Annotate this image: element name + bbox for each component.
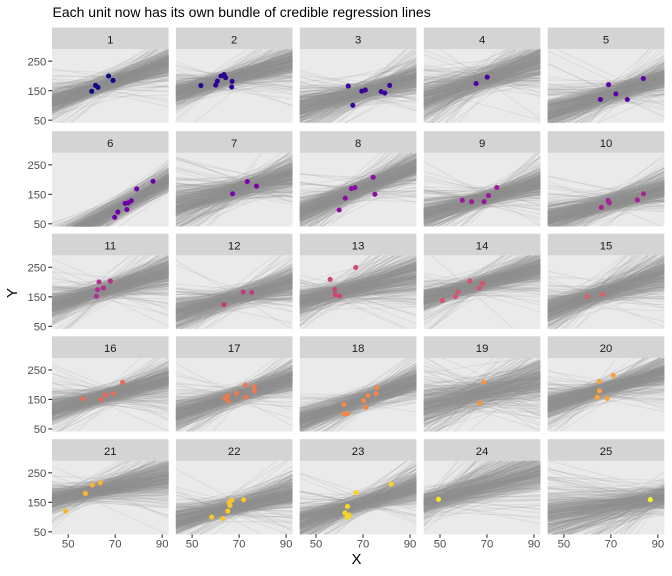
svg-text:50: 50	[34, 527, 47, 539]
svg-text:250: 250	[27, 160, 46, 172]
svg-text:4: 4	[479, 34, 485, 46]
svg-text:90: 90	[652, 538, 665, 550]
svg-text:21: 21	[104, 446, 117, 458]
svg-text:15: 15	[600, 240, 613, 252]
svg-text:3: 3	[355, 34, 361, 46]
svg-text:70: 70	[605, 538, 618, 550]
svg-text:12: 12	[228, 240, 241, 252]
svg-text:70: 70	[481, 538, 494, 550]
svg-text:Each unit now has its own bund: Each unit now has its own bundle of cred…	[53, 4, 431, 20]
svg-text:50: 50	[434, 538, 447, 550]
svg-text:250: 250	[27, 365, 46, 377]
svg-text:250: 250	[27, 468, 46, 480]
svg-text:X: X	[351, 551, 361, 568]
svg-text:150: 150	[27, 497, 46, 509]
svg-text:19: 19	[476, 343, 489, 355]
svg-text:250: 250	[27, 262, 46, 274]
svg-text:22: 22	[228, 446, 241, 458]
svg-text:150: 150	[27, 395, 46, 407]
svg-text:2: 2	[231, 34, 237, 46]
svg-text:50: 50	[34, 321, 47, 333]
svg-text:25: 25	[600, 446, 613, 458]
svg-text:23: 23	[352, 446, 365, 458]
svg-text:20: 20	[600, 343, 613, 355]
svg-text:11: 11	[104, 240, 116, 252]
svg-text:24: 24	[476, 446, 489, 458]
svg-text:70: 70	[109, 538, 122, 550]
svg-text:13: 13	[352, 240, 365, 252]
svg-text:7: 7	[231, 138, 237, 150]
svg-text:250: 250	[27, 56, 46, 68]
svg-text:8: 8	[355, 138, 361, 150]
svg-text:50: 50	[34, 115, 47, 127]
svg-text:150: 150	[27, 189, 46, 201]
svg-text:50: 50	[34, 424, 47, 436]
svg-text:90: 90	[404, 538, 417, 550]
svg-text:18: 18	[352, 343, 365, 355]
svg-text:1: 1	[107, 34, 113, 46]
svg-text:14: 14	[476, 240, 489, 252]
svg-text:90: 90	[528, 538, 541, 550]
svg-text:50: 50	[186, 538, 199, 550]
svg-text:5: 5	[603, 34, 609, 46]
svg-text:Y: Y	[4, 288, 21, 298]
svg-text:16: 16	[104, 343, 117, 355]
svg-text:50: 50	[310, 538, 323, 550]
svg-text:9: 9	[479, 138, 485, 150]
svg-text:150: 150	[27, 86, 46, 98]
svg-text:90: 90	[156, 538, 169, 550]
svg-text:70: 70	[357, 538, 370, 550]
svg-text:150: 150	[27, 292, 46, 304]
svg-text:50: 50	[62, 538, 75, 550]
svg-text:17: 17	[228, 343, 241, 355]
svg-text:50: 50	[34, 219, 47, 231]
svg-text:50: 50	[558, 538, 571, 550]
svg-text:70: 70	[233, 538, 246, 550]
svg-text:10: 10	[600, 138, 613, 150]
svg-text:6: 6	[107, 138, 113, 150]
svg-text:90: 90	[280, 538, 293, 550]
